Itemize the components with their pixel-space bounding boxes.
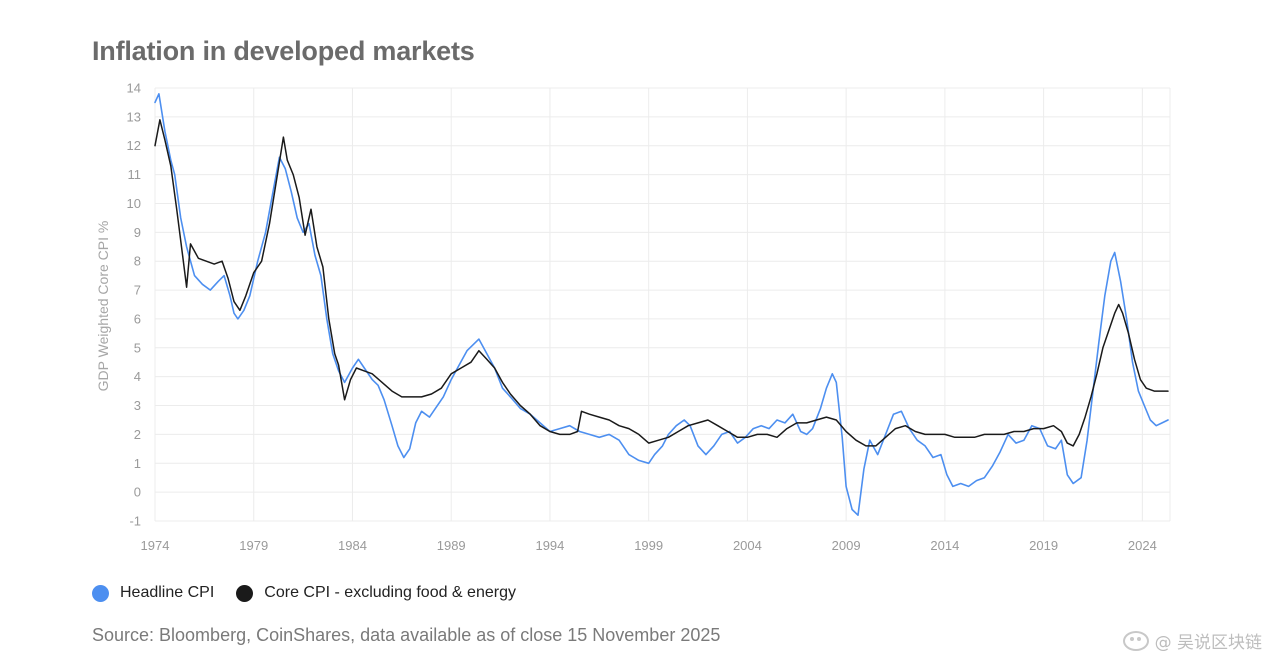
source-note: Source: Bloomberg, CoinShares, data avai…	[92, 625, 721, 645]
chart-title: Inflation in developed markets	[92, 36, 475, 66]
x-tick-label: 2004	[733, 538, 762, 553]
y-tick-label: 3	[134, 398, 141, 413]
x-tick-label: 1994	[535, 538, 564, 553]
legend-label-headline: Headline CPI	[120, 584, 215, 601]
x-tick-label: 1999	[634, 538, 663, 553]
series-lines	[154, 93, 1169, 517]
y-tick-label: 4	[134, 369, 141, 384]
x-tick-label: 2014	[930, 538, 959, 553]
y-tick-label: 10	[127, 196, 141, 211]
y-tick-label: 13	[127, 109, 141, 124]
y-tick-label: 7	[134, 283, 141, 298]
y-tick-label: 11	[128, 167, 142, 182]
legend-label-core: Core CPI - excluding food & energy	[264, 584, 516, 601]
x-tick-label: 2009	[832, 538, 861, 553]
y-tick-label: 14	[127, 81, 141, 96]
x-tick-label: 1984	[338, 538, 367, 553]
y-tick-label: 0	[134, 485, 141, 500]
legend: Headline CPI Core CPI - excluding food &…	[92, 584, 538, 602]
chat-bubble-icon	[1122, 630, 1149, 651]
x-tick-label: 1974	[141, 538, 170, 553]
series-line-core-cpi	[154, 119, 1169, 447]
x-tick-label: 2019	[1029, 538, 1058, 553]
y-tick-label: 2	[134, 427, 141, 442]
x-tick-label: 2024	[1128, 538, 1157, 553]
y-tick-label: -1	[129, 514, 141, 529]
y-tick-label: 12	[127, 138, 141, 153]
x-axis-ticks: 1974 1979 1984 1989 1994 1999 2004 2009 2014 2019…	[141, 538, 1157, 553]
watermark-text: @ 吴说区块链	[1154, 633, 1262, 653]
y-tick-label: 1	[134, 456, 141, 471]
watermark: @ 吴说区块链	[1122, 628, 1262, 653]
x-tick-label: 1979	[239, 538, 268, 553]
series-line-headline-cpi	[154, 93, 1169, 517]
grid	[154, 87, 1171, 522]
x-tick-label: 1989	[437, 538, 466, 553]
y-tick-label: 6	[134, 311, 141, 326]
y-tick-label: 5	[134, 340, 141, 355]
legend-dot-core	[236, 584, 254, 602]
legend-item-core[interactable]: Core CPI - excluding food & energy	[236, 584, 516, 602]
y-axis-title: GDP Weighted Core CPI %	[95, 221, 111, 392]
y-tick-label: 8	[134, 254, 141, 269]
y-tick-label: 9	[134, 225, 141, 240]
legend-dot-headline	[92, 584, 109, 602]
legend-item-headline[interactable]: Headline CPI	[92, 584, 214, 602]
